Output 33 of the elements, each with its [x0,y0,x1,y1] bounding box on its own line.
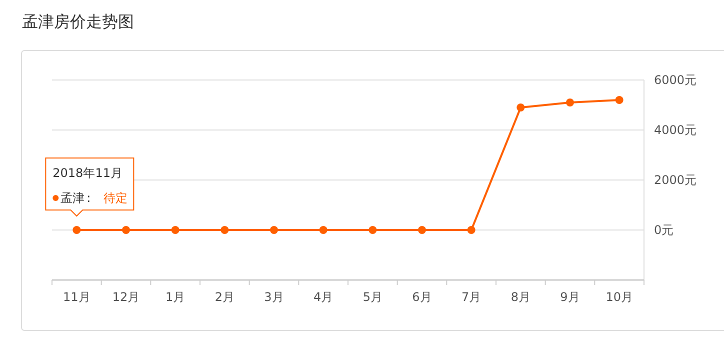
point [467,226,476,234]
x-tick-label: 11月 [63,290,90,304]
point [319,226,328,234]
x-tick-label: 12月 [112,290,140,304]
y-tick-label: 2000元 [654,173,697,187]
annotation: : [86,191,91,205]
x-tick-label: 3月 [264,290,284,304]
point [171,226,180,234]
x-tick-label: 7月 [462,290,482,304]
x-tick-label: 1月 [166,290,186,304]
x-tick-label: 6月 [412,290,432,304]
annotation: 2018年11月 [52,166,122,180]
y-tick-label: 0元 [654,223,674,237]
annotation: 待定 [104,191,128,205]
chart-title: 孟津房价走势图 [22,12,134,31]
point [418,226,426,234]
x-tick-label: 2月 [214,290,234,304]
x-tick-label: 10月 [606,290,633,304]
point [270,226,278,234]
y-tick-label: 4000元 [654,123,697,137]
x-tick-label: 9月 [560,290,580,304]
x-tick-label: 4月 [314,290,334,304]
point [368,226,377,234]
legend-label: 孟津 [60,191,85,205]
point [122,226,130,234]
point [516,104,525,112]
x-tick-label: 8月 [510,290,530,304]
x-tick-label: 5月 [362,290,382,304]
y-tick-label: 6000元 [654,73,697,87]
point [566,98,574,106]
point [72,226,81,234]
point [220,226,229,234]
point [615,96,624,104]
